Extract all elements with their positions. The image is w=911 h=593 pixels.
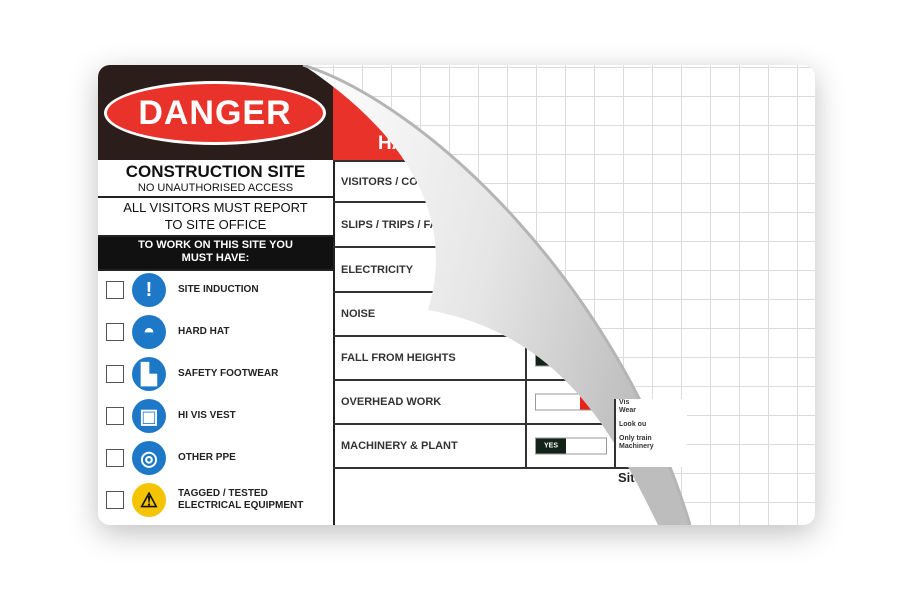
- grid-backing: [303, 65, 815, 525]
- page-curl-overlay: [302, 65, 815, 525]
- hazard-label: MACHINERY & PLANT: [341, 440, 458, 452]
- requirement-item: ◎ OTHER PPE: [106, 438, 236, 478]
- requirement-label: SITE INDUCTION: [178, 284, 259, 295]
- requirement-item: ◓ HARD HAT: [106, 312, 229, 352]
- to-work-line2: MUST HAVE:: [181, 252, 250, 264]
- construction-site-title: CONSTRUCTION SITE: [125, 162, 306, 181]
- warning-icon: ⚠: [132, 483, 166, 517]
- danger-band: DANGER: [98, 65, 333, 160]
- requirement-label: TAGGED / TESTED ELECTRICAL EQUIPMENT: [178, 488, 304, 511]
- hazard-row: MACHINERY & PLANT YES: [333, 425, 815, 469]
- note-text: Vis: [619, 399, 630, 406]
- yes-no-switch[interactable]: YES: [535, 437, 607, 455]
- hazard-label: OVERHEAD WORK: [341, 396, 442, 408]
- note-text: Wear: [619, 407, 636, 414]
- no-access-text: NO UNAUTHORISED ACCESS: [137, 182, 294, 194]
- goggles-icon: ◎: [132, 441, 166, 475]
- note-text: Only train: [619, 435, 652, 442]
- requirement-label: HI VIS VEST: [178, 410, 236, 421]
- left-panel: DANGER CONSTRUCTION SITE NO UNAUTHORISED…: [98, 65, 335, 525]
- requirement-label: HARD HAT: [178, 326, 230, 337]
- hazard-label: SLIPS / TRIPS / FA: [341, 218, 438, 231]
- requirement-label: OTHER PPE: [178, 452, 236, 463]
- vest-icon: ▣: [132, 399, 166, 433]
- to-work-banner: TO WORK ON THIS SITE YOU MUST HAVE:: [98, 237, 333, 271]
- hazard-label: FALL FROM HEIGHTS: [341, 352, 456, 364]
- note-text: Machinery: [619, 443, 654, 450]
- requirement-label: SAFETY FOOTWEAR: [178, 368, 279, 379]
- info-icon: !: [132, 273, 166, 307]
- checkbox[interactable]: [106, 449, 124, 467]
- requirement-item: ▙ SAFETY FOOTWEAR: [106, 354, 278, 394]
- sign-card: DANGER CONSTRUCTION SITE NO UNAUTHORISED…: [98, 65, 815, 525]
- yes-indicator: YES: [536, 438, 566, 454]
- page-curl: [303, 65, 690, 525]
- hazard-label: ELECTRICITY: [341, 263, 414, 276]
- hard-hat-icon: ◓: [132, 315, 166, 349]
- checkbox[interactable]: [106, 407, 124, 425]
- construction-site-box: CONSTRUCTION SITE NO UNAUTHORISED ACCESS: [98, 160, 333, 198]
- hazard-label: NOISE: [341, 308, 376, 320]
- requirement-item: ⚠ TAGGED / TESTED ELECTRICAL EQUIPMENT: [106, 480, 328, 520]
- note-text: Look ou: [619, 421, 647, 428]
- safety-notes: Vis Wear Look ou Only train Machinery: [614, 399, 687, 467]
- requirement-item: ! SITE INDUCTION: [106, 270, 259, 310]
- yes-no-cell: YES: [525, 425, 613, 467]
- to-work-line1: TO WORK ON THIS SITE YOU: [138, 239, 293, 251]
- danger-label: DANGER: [104, 81, 326, 145]
- visitors-line1: ALL VISITORS MUST REPORT: [123, 200, 308, 215]
- checkbox[interactable]: [106, 491, 124, 509]
- requirement-item: ▣ HI VIS VEST: [106, 396, 236, 436]
- hazard-label: VISITORS / CO: [341, 175, 418, 188]
- visitors-line2: TO SITE OFFICE: [164, 217, 267, 232]
- checkbox[interactable]: [106, 365, 124, 383]
- checkbox[interactable]: [106, 281, 124, 299]
- boot-icon: ▙: [132, 357, 166, 391]
- checkbox[interactable]: [106, 323, 124, 341]
- visitors-box: ALL VISITORS MUST REPORT TO SITE OFFICE: [98, 198, 333, 237]
